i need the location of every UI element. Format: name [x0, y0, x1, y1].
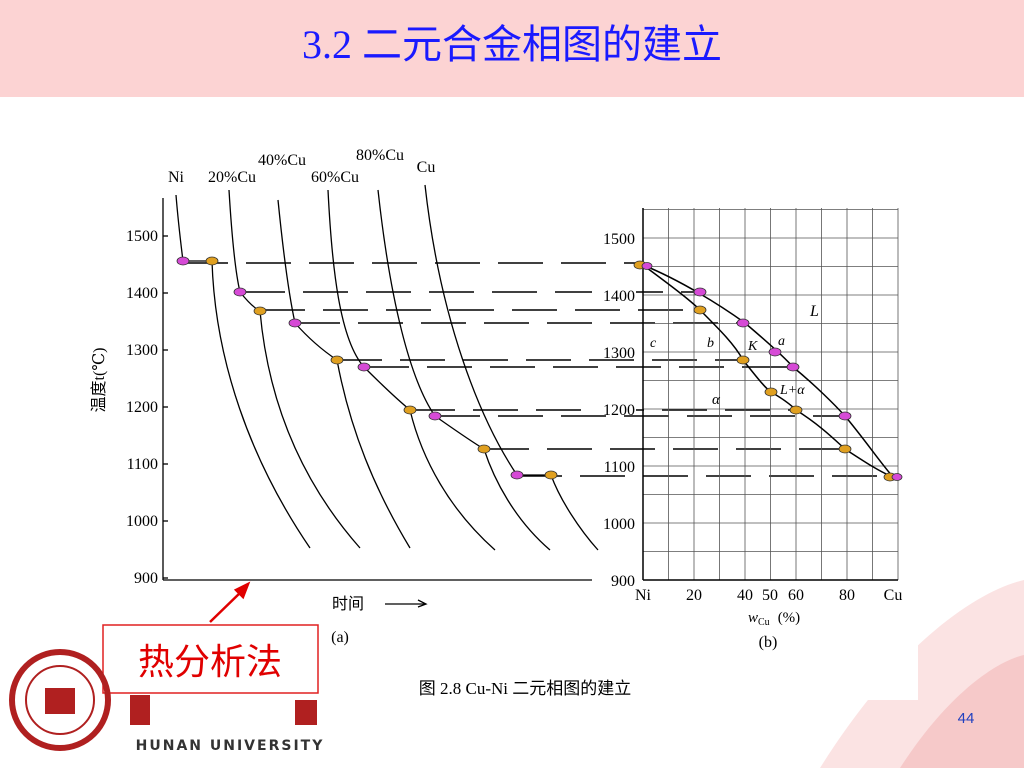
x-tick-label: 20: [686, 587, 702, 604]
callout-arrow: [209, 581, 251, 623]
region-label: L: [809, 303, 819, 320]
figure-labels: Ni 20%Cu 40%Cu 60%Cu 80%Cu Cu 温度t(℃) 时间 …: [90, 147, 902, 698]
y-tick-label: 1300: [126, 342, 158, 359]
panel-b-grid: [643, 208, 899, 580]
curve-label: 60%Cu: [311, 169, 359, 186]
callout-text: 热分析法: [138, 642, 282, 683]
y-tick-label: 1500: [603, 231, 635, 248]
figure-area: [85, 100, 918, 700]
x-tick-label: 50: [762, 587, 778, 604]
x-tick-label: 60: [788, 587, 804, 604]
y-tick-label: 1400: [603, 288, 635, 305]
y-tick-label: 900: [134, 570, 158, 587]
curve-label: Ni: [168, 169, 185, 186]
y-tick-label: 1100: [127, 456, 158, 473]
region-label: a: [778, 334, 785, 349]
label-bg: [592, 285, 636, 301]
logo: HUNAN UNIVERSITY: [9, 649, 325, 754]
region-label: K: [747, 339, 758, 354]
x-tick-label: 80: [839, 587, 855, 604]
y-tick-label: 1000: [126, 513, 158, 530]
y-tick-label: 1500: [126, 228, 158, 245]
region-label: L+α: [779, 383, 805, 398]
region-label: α: [712, 392, 721, 408]
curve-label: 80%Cu: [356, 147, 404, 164]
region-label: c: [650, 336, 657, 351]
x-axis-label: 时间: [332, 595, 364, 613]
curve-label: 20%Cu: [208, 169, 256, 186]
label-bg: [592, 570, 636, 586]
y-tick-label: 1200: [603, 402, 635, 419]
y-tick-label: 1100: [604, 459, 635, 476]
y-tick-label: 1000: [603, 516, 635, 533]
title-band: [0, 0, 1024, 97]
y-tick-label: 1400: [126, 285, 158, 302]
slide-title: 3.2 二元合金相图的建立: [302, 22, 722, 67]
y-tick-label: 900: [611, 573, 635, 590]
curve-label: Cu: [417, 159, 436, 176]
label-bg: [592, 228, 636, 244]
x-axis-label: wCu (%): [748, 610, 800, 628]
region-label: b: [707, 336, 714, 351]
label-bg: [592, 513, 636, 529]
y-tick-label: 1200: [126, 399, 158, 416]
label-bg: [592, 342, 636, 358]
y-tick-label: 1300: [603, 345, 635, 362]
panel-tag: (b): [759, 634, 778, 651]
label-bg: [592, 456, 636, 472]
panel-tag: (a): [331, 629, 349, 646]
curve-label: 40%Cu: [258, 152, 306, 169]
x-tick-label: Ni: [635, 587, 652, 604]
x-tick-label: Cu: [884, 587, 903, 604]
x-tick-label: 40: [737, 587, 753, 604]
y-axis-label: 温度t(℃): [90, 347, 108, 412]
swoosh: [900, 655, 1024, 768]
symbol: w: [748, 610, 758, 626]
university-name: HUNAN UNIVERSITY: [136, 738, 325, 754]
subscript: Cu: [758, 617, 770, 628]
page-number: 44: [958, 710, 975, 727]
figure-caption: 图 2.8 Cu-Ni 二元相图的建立: [419, 679, 632, 698]
label-bg: [592, 399, 636, 415]
callout-box: [102, 624, 319, 694]
unit: (%): [778, 610, 801, 626]
points: [176, 256, 903, 482]
